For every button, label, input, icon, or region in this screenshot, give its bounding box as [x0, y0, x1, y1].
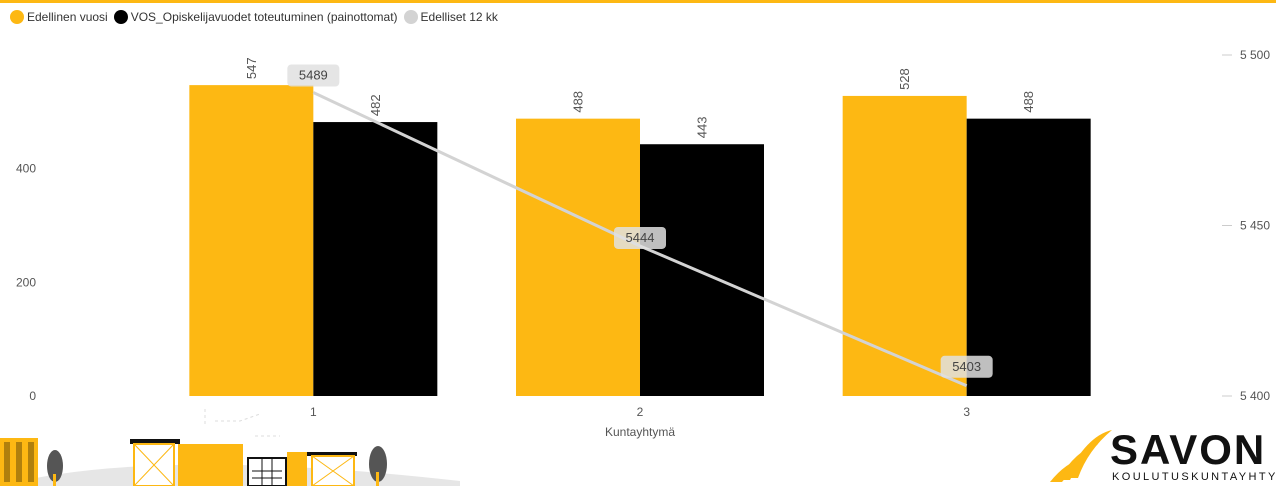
building-illustration [0, 406, 460, 486]
line-data-label-bg [614, 226, 666, 249]
bar-vos-3 [966, 118, 1091, 397]
legend-label: VOS_Opiskelijavuodet toteutuminen (paino… [130, 10, 398, 24]
legend-label: Edellinen vuosi [27, 10, 108, 24]
bar-data-label: 488 [571, 91, 586, 113]
logo-swoosh-icon [1050, 430, 1112, 482]
y-left-tick-label: 400 [16, 162, 36, 176]
bar-data-label: 547 [244, 57, 259, 79]
bar-edellinen-vuosi-3 [842, 95, 967, 397]
legend-item-vos[interactable]: VOS_Opiskelijavuodet toteutuminen (paino… [113, 10, 398, 24]
bar-data-label: 528 [897, 68, 912, 90]
line-data-label: 5489 [299, 68, 328, 83]
bar-labels-group: 547 482 488 443 528 488 [244, 57, 1036, 138]
legend-dot-black-icon [113, 10, 128, 24]
logo-brand-main: SAVON [1110, 426, 1267, 473]
line-data-label-bg [287, 64, 340, 87]
legend: Edellinen vuosi VOS_Opiskelijavuodet tot… [10, 10, 504, 24]
y-left-tick-label: 0 [29, 389, 36, 403]
x-axis: 1 2 3 [310, 405, 970, 419]
bar-vos-2 [640, 144, 764, 396]
left-axis: 0 200 400 [16, 162, 36, 403]
x-axis-title: Kuntayhtymä [605, 425, 675, 439]
line-data-label: 5444 [626, 230, 655, 245]
legend-label: Edelliset 12 kk [420, 10, 498, 24]
x-tick-label: 2 [637, 405, 644, 419]
bar-edellinen-vuosi-2 [516, 118, 640, 397]
y-right-tick-label: 5 450 [1240, 219, 1270, 233]
right-axis: 5 400 5 450 5 500 [1222, 48, 1270, 403]
y-right-tick-label: 5 500 [1240, 48, 1270, 62]
legend-item-edellinen-vuosi[interactable]: Edellinen vuosi [10, 10, 108, 24]
bar-data-label: 443 [695, 117, 710, 139]
legend-dot-gray-icon [403, 10, 418, 24]
savon-logo: SAVON KOULUTUSKUNTAYHTYMÄ [1026, 426, 1276, 486]
bars-group [189, 85, 1091, 397]
legend-item-edelliset-12kk[interactable]: Edelliset 12 kk [403, 10, 498, 24]
line-data-label-bg [940, 355, 993, 378]
legend-dot-yellow-icon [10, 10, 24, 24]
bar-vos-1 [313, 122, 438, 397]
bar-data-label: 488 [1021, 91, 1036, 113]
y-left-tick-label: 200 [16, 275, 36, 289]
top-accent-line [0, 0, 1276, 3]
x-tick-label: 3 [963, 405, 970, 419]
line-series-group: 5489 5444 5403 [287, 64, 993, 388]
line-data-label: 5403 [952, 359, 981, 374]
logo-brand-sub: KOULUTUSKUNTAYHTYMÄ [1112, 471, 1276, 483]
bar-data-label: 482 [368, 94, 383, 116]
bar-edellinen-vuosi-1 [189, 85, 314, 396]
y-right-tick-label: 5 400 [1240, 389, 1270, 403]
x-tick-label: 1 [310, 405, 317, 419]
